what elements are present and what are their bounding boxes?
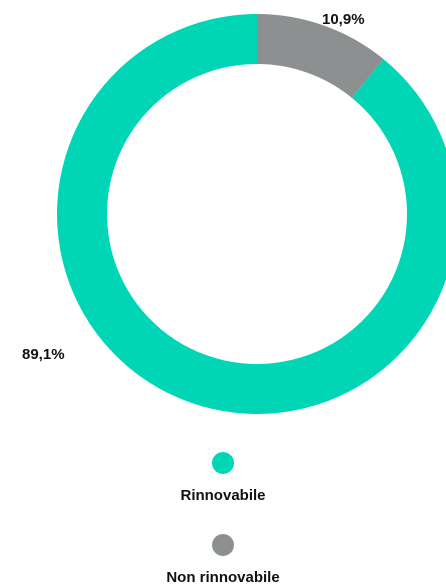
legend-label-non-rinnovabile: Non rinnovabile	[166, 569, 280, 586]
legend-swatch-non-rinnovabile	[212, 534, 234, 556]
slice-non-rinnovabile	[257, 14, 384, 98]
slice-value-label-rinnovabile: 89,1%	[22, 346, 65, 363]
donut-chart: 89,1% 10,9%	[22, 11, 446, 414]
slice-labels: 89,1% 10,9%	[22, 11, 365, 363]
slice-rinnovabile	[57, 14, 446, 414]
legend-label-rinnovabile: Rinnovabile	[180, 487, 266, 504]
legend-item-non-rinnovabile: Non rinnovabile	[0, 528, 446, 587]
legend-swatch-rinnovabile	[212, 452, 234, 474]
slice-value-label-non-rinnovabile: 10,9%	[322, 11, 365, 28]
donut-slices	[57, 14, 446, 414]
legend-item-rinnovabile: Rinnovabile	[0, 446, 446, 505]
